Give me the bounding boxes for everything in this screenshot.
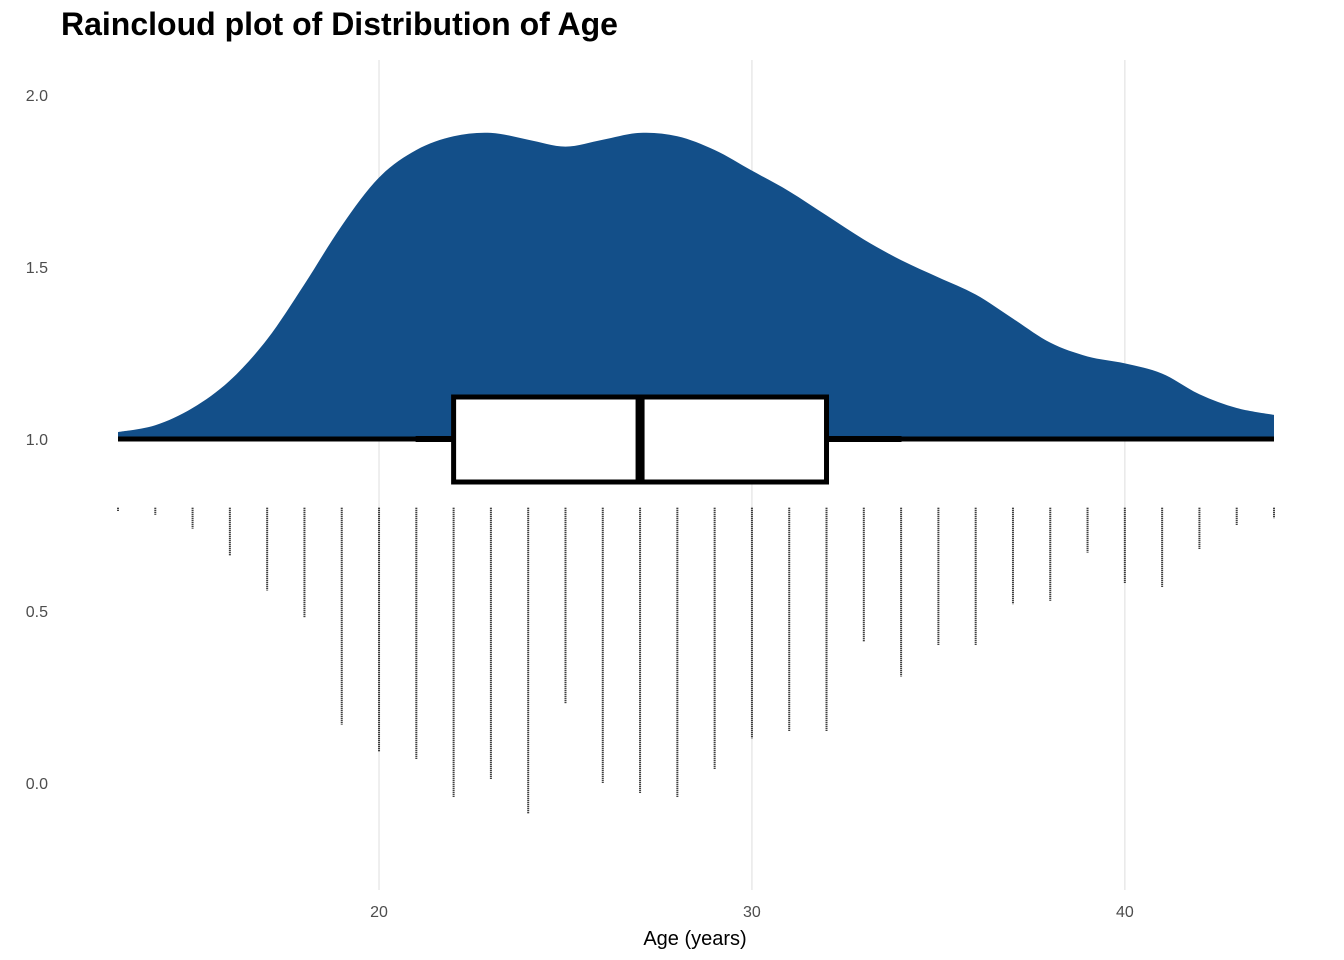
rain-layer <box>117 507 1275 814</box>
y-axis: 0.0 0.5 1.0 1.5 2.0 <box>26 88 48 793</box>
x-axis: 20 30 40 <box>370 904 1134 921</box>
y-tick-label-0.5: 0.5 <box>26 604 48 621</box>
x-axis-title: Age (years) <box>643 928 746 950</box>
density-area <box>118 132 1274 439</box>
y-tick-label-0.0: 0.0 <box>26 776 48 793</box>
x-tick-label-40: 40 <box>1116 904 1134 921</box>
density-layer <box>118 132 1274 439</box>
y-tick-label-1.5: 1.5 <box>26 260 48 277</box>
x-tick-label-20: 20 <box>370 904 388 921</box>
boxplot-layer <box>118 394 1274 485</box>
y-tick-label-1.0: 1.0 <box>26 432 48 449</box>
y-tick-label-2.0: 2.0 <box>26 88 48 105</box>
chart-title: Raincloud plot of Distribution of Age <box>61 6 618 42</box>
x-tick-label-30: 30 <box>743 904 761 921</box>
